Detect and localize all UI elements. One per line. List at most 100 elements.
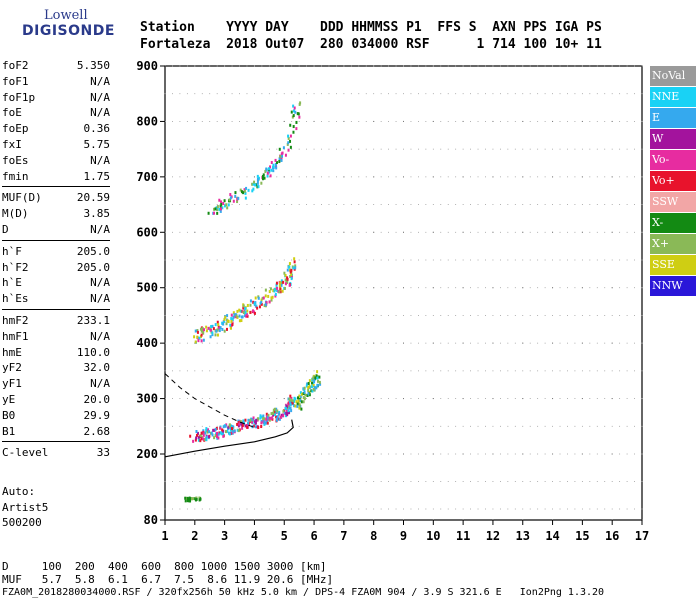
param-value: N/A xyxy=(90,329,110,343)
echo-point xyxy=(244,424,247,428)
grid-dot xyxy=(410,425,412,427)
echo-point xyxy=(246,314,249,318)
grid-dot xyxy=(365,231,367,233)
echo-point xyxy=(253,180,256,184)
echo-point xyxy=(222,429,225,433)
grid-dot xyxy=(224,121,226,122)
echo-point xyxy=(221,327,224,331)
legend-item: X- xyxy=(650,213,696,233)
grid-dot xyxy=(306,342,308,344)
echo-point xyxy=(312,381,315,385)
grid-dot xyxy=(432,121,434,122)
grid-dot xyxy=(336,287,337,289)
echo-point xyxy=(278,160,281,164)
echo-point xyxy=(246,303,249,307)
echo-point xyxy=(275,164,278,168)
echo-point xyxy=(291,399,294,403)
grid-dot xyxy=(477,481,479,482)
echo-point xyxy=(225,203,228,207)
echo-point xyxy=(299,398,302,402)
grid-dot xyxy=(581,121,583,122)
grid-dot xyxy=(432,93,434,95)
echo-point xyxy=(271,412,274,416)
echo-point xyxy=(308,384,311,388)
echo-point xyxy=(252,187,255,191)
grid-dot xyxy=(470,65,471,67)
echo-point xyxy=(294,110,297,114)
param-name: yF1 xyxy=(2,377,22,391)
echo-point xyxy=(284,273,287,277)
grid-dot xyxy=(462,121,464,122)
grid-dot xyxy=(306,121,308,122)
grid-dot xyxy=(201,425,203,427)
grid-dot xyxy=(350,65,352,67)
grid-dot xyxy=(604,93,606,95)
grid-dot xyxy=(336,508,337,510)
grid-dot xyxy=(291,508,293,510)
grid-dot xyxy=(336,481,337,482)
echo-point xyxy=(223,319,226,323)
grid-dot xyxy=(172,287,173,289)
grid-dot xyxy=(164,93,166,95)
grid-dot xyxy=(462,148,464,150)
grid-dot xyxy=(395,481,397,482)
grid-dot xyxy=(291,148,293,150)
grid-dot xyxy=(529,176,531,178)
grid-dot xyxy=(477,425,479,427)
grid-dot xyxy=(246,481,248,482)
param-row: MUF(D) 20.59 xyxy=(2,190,110,206)
grid-dot xyxy=(485,65,486,67)
grid-dot xyxy=(462,425,464,427)
grid-dot xyxy=(552,148,553,150)
grid-dot xyxy=(321,453,322,455)
grid-dot xyxy=(641,65,643,67)
echo-point xyxy=(297,112,300,116)
grid-dot xyxy=(492,176,494,178)
grid-dot xyxy=(477,259,479,261)
grid-dot xyxy=(410,93,412,95)
grid-dot xyxy=(507,342,509,344)
param-row: foEs N/A xyxy=(2,153,110,169)
grid-dot xyxy=(343,148,345,150)
grid-dot xyxy=(313,93,315,95)
echo-point xyxy=(242,419,245,423)
grid-dot xyxy=(373,176,375,178)
grid-dot xyxy=(581,176,583,178)
grid-dot xyxy=(231,481,233,482)
param-value: 1.75 xyxy=(83,169,111,183)
grid-dot xyxy=(447,93,449,95)
param-name: M(D) xyxy=(2,207,29,221)
grid-dot xyxy=(499,231,501,233)
echo-point xyxy=(285,279,288,283)
grid-dot xyxy=(589,231,591,233)
echo-point xyxy=(267,294,270,298)
grid-dot xyxy=(380,315,382,316)
grid-dot xyxy=(254,148,255,150)
grid-dot xyxy=(529,204,531,205)
grid-dot xyxy=(343,93,345,95)
grid-dot xyxy=(432,370,434,372)
echo-point xyxy=(202,331,205,335)
echo-point xyxy=(265,301,268,305)
echo-point xyxy=(290,396,293,400)
param-value: 29.9 xyxy=(83,408,111,422)
echo-point xyxy=(216,211,219,215)
grid-dot xyxy=(328,315,330,316)
param-name: yE xyxy=(2,392,16,406)
echo-point xyxy=(217,327,220,331)
echo-point xyxy=(306,382,309,386)
grid-dot xyxy=(194,204,196,205)
echo-point xyxy=(288,406,291,410)
echo-point xyxy=(313,378,316,382)
grid-dot xyxy=(462,287,464,289)
grid-dot xyxy=(336,425,337,427)
grid-dot xyxy=(365,481,367,482)
echo-point xyxy=(218,329,221,333)
grid-dot xyxy=(418,453,419,455)
grid-dot xyxy=(179,342,181,344)
echo-point xyxy=(296,112,299,116)
grid-dot xyxy=(186,453,188,455)
grid-dot xyxy=(507,231,509,233)
echo-point xyxy=(213,428,216,432)
grid-dot xyxy=(626,453,628,455)
